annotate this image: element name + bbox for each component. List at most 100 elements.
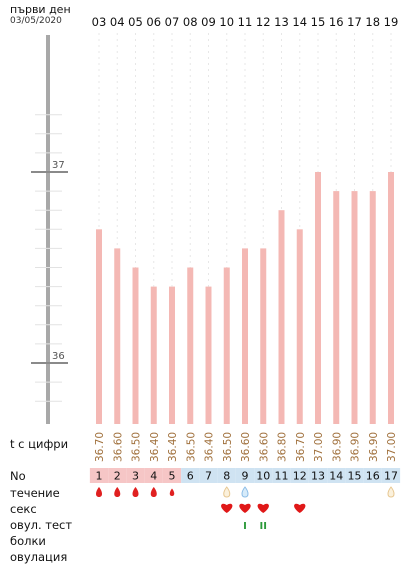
temperature-value-label: 36.80 — [277, 432, 289, 462]
row-label-no: No — [10, 469, 26, 483]
temperature-bar — [315, 172, 321, 424]
cycle-day-number: 11 — [275, 470, 289, 483]
blood-drop-icon — [132, 487, 139, 497]
day-label: 11 — [238, 15, 253, 29]
cycle-day-number: 5 — [169, 470, 176, 483]
blood-drop-icon — [114, 487, 121, 497]
temperature-value-label: 36.70 — [94, 432, 106, 462]
cycle-day-cell — [345, 468, 364, 483]
heart-icon — [294, 503, 306, 513]
temperature-bar — [388, 172, 394, 424]
cycle-day-cell — [254, 468, 273, 483]
row-label-temps: t с цифри — [10, 437, 69, 451]
day-label: 04 — [110, 15, 125, 29]
temperature-value-label: 36.40 — [149, 432, 161, 462]
cycle-day-number: 8 — [223, 470, 230, 483]
beige-drop-icon — [387, 486, 395, 498]
day-label: 15 — [311, 15, 326, 29]
temperature-bar — [96, 229, 102, 424]
cycle-day-cell — [181, 468, 200, 483]
start-date: 03/05/2020 — [10, 16, 62, 26]
temperature-value-label: 36.70 — [295, 432, 307, 462]
day-label: 19 — [384, 15, 399, 29]
temperature-value-label: 37.00 — [386, 432, 398, 462]
day-label: 09 — [201, 15, 216, 29]
temperature-value-label: 36.90 — [350, 432, 362, 462]
day-label: 05 — [128, 15, 143, 29]
day-label: 12 — [256, 15, 271, 29]
temperature-value-label: 36.50 — [131, 432, 143, 462]
cycle-day-number: 1 — [96, 470, 103, 483]
cycle-day-number: 10 — [256, 470, 270, 483]
temperature-bar — [351, 191, 358, 424]
ovulation-test-mark: II — [260, 521, 267, 532]
blood-drop-icon — [96, 487, 102, 497]
day-label: 07 — [165, 15, 180, 29]
blood-drop-icon — [150, 487, 157, 497]
beige-drop-icon — [223, 486, 231, 498]
heart-icon — [221, 503, 233, 513]
temperature-bar — [278, 210, 285, 424]
cycle-day-number: 13 — [311, 470, 325, 483]
axis-tick-label: 36 — [52, 351, 65, 362]
temperature-value-label: 36.60 — [112, 432, 124, 462]
cycle-day-number: 16 — [366, 470, 380, 483]
day-label: 06 — [146, 15, 161, 29]
day-label: 08 — [183, 15, 198, 29]
cycle-day-cell — [235, 468, 255, 483]
cycle-day-number: 3 — [132, 470, 139, 483]
row-label-pain: болки — [10, 534, 46, 548]
heart-icon — [257, 503, 269, 513]
cycle-day-cell — [290, 468, 309, 483]
page-title: първи ден — [10, 3, 71, 16]
temperature-bar — [205, 286, 212, 424]
temperature-bar — [169, 286, 175, 424]
day-label: 17 — [347, 15, 362, 29]
cycle-day-number: 9 — [242, 470, 249, 483]
cycle-day-cell — [144, 468, 163, 483]
row-label-bleeding: течение — [10, 486, 60, 500]
cycle-day-cell — [308, 468, 328, 483]
temperature-value-label: 36.90 — [368, 432, 380, 462]
cycle-day-cell — [381, 468, 401, 483]
row-label-ovulation: овулация — [10, 550, 68, 564]
cycle-day-cell — [363, 468, 382, 483]
temperature-bar — [260, 248, 267, 424]
cycle-day-number: 6 — [187, 470, 194, 483]
blood-drop-icon — [169, 488, 175, 496]
cycle-day-number: 2 — [114, 470, 121, 483]
temperature-bar — [296, 229, 303, 424]
temperature-bar — [223, 267, 230, 424]
temperature-bar — [369, 191, 376, 424]
cycle-day-cell — [162, 468, 182, 483]
day-label: 14 — [292, 15, 307, 29]
cycle-day-number: 12 — [293, 470, 307, 483]
temperature-value-label: 36.60 — [240, 432, 252, 462]
temperature-bar — [132, 267, 139, 424]
temperature-bar — [187, 267, 194, 424]
temperature-value-label: 36.50 — [185, 432, 197, 462]
ovulation-test-mark: I — [243, 521, 247, 532]
temperature-value-label: 36.40 — [204, 432, 216, 462]
day-label: 10 — [219, 15, 234, 29]
temperature-bar — [150, 286, 157, 424]
row-label-sex: секс — [10, 502, 37, 516]
cycle-day-cell — [272, 468, 291, 483]
temperature-bar — [333, 191, 340, 424]
temperature-bar — [114, 248, 121, 424]
day-label: 03 — [92, 15, 107, 29]
day-label: 16 — [329, 15, 344, 29]
cycle-day-cell — [126, 468, 145, 483]
cycle-day-cell — [89, 468, 109, 483]
cycle-day-number: 14 — [329, 470, 343, 483]
day-label: 18 — [365, 15, 380, 29]
heart-icon — [239, 503, 251, 513]
cycle-day-cell — [327, 468, 346, 483]
day-label: 13 — [274, 15, 289, 29]
cycle-day-number: 15 — [348, 470, 362, 483]
temperature-value-label: 37.00 — [313, 432, 325, 462]
cycle-day-cell — [199, 468, 218, 483]
water-drop-icon — [241, 486, 249, 498]
temperature-value-label: 36.60 — [258, 432, 270, 462]
